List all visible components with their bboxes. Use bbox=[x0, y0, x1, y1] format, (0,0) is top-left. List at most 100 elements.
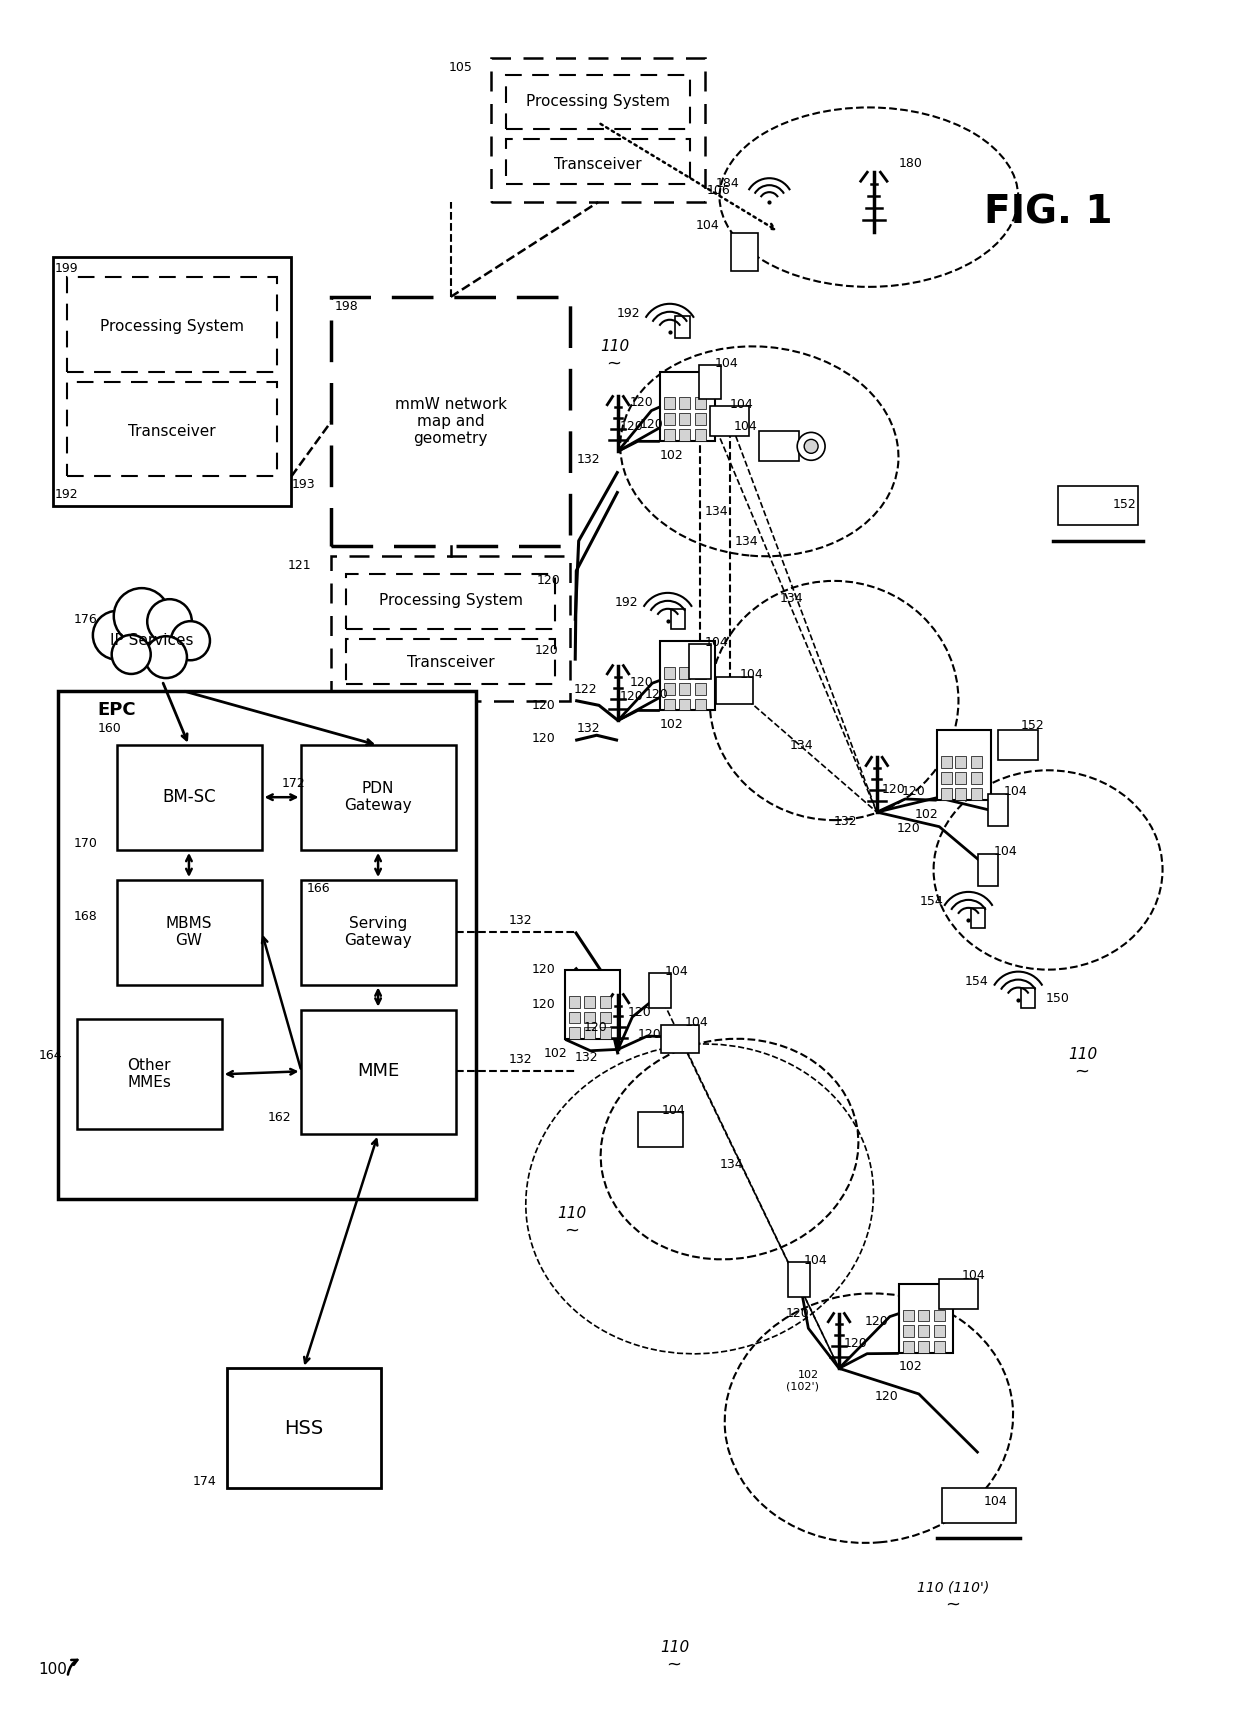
Bar bbox=[715, 676, 754, 704]
Bar bbox=[671, 610, 684, 628]
Circle shape bbox=[805, 440, 818, 453]
Bar bbox=[663, 414, 675, 426]
Text: 134: 134 bbox=[719, 1157, 743, 1171]
Text: ~: ~ bbox=[564, 1223, 579, 1240]
Text: 104: 104 bbox=[734, 421, 758, 433]
Bar bbox=[956, 788, 966, 800]
Circle shape bbox=[797, 433, 825, 460]
Text: 132: 132 bbox=[508, 1053, 532, 1066]
Text: 121: 121 bbox=[288, 560, 311, 572]
Text: ~: ~ bbox=[606, 355, 621, 373]
Text: 120: 120 bbox=[637, 1028, 662, 1042]
Text: 120: 120 bbox=[532, 731, 556, 745]
Text: mmW network
map and
geometry: mmW network map and geometry bbox=[394, 397, 507, 446]
Bar bbox=[584, 1027, 595, 1039]
Bar bbox=[918, 1326, 929, 1338]
Text: 100: 100 bbox=[38, 1662, 67, 1678]
Text: 104: 104 bbox=[961, 1269, 986, 1281]
Bar bbox=[52, 258, 291, 507]
Bar bbox=[663, 699, 675, 711]
Bar bbox=[998, 730, 1038, 761]
Bar bbox=[971, 908, 986, 927]
Text: 120: 120 bbox=[534, 644, 558, 658]
Text: 199: 199 bbox=[55, 263, 78, 275]
Bar bbox=[903, 1326, 914, 1338]
Bar bbox=[331, 297, 570, 546]
Bar bbox=[934, 1326, 945, 1338]
Text: 120: 120 bbox=[882, 783, 905, 797]
Bar bbox=[934, 1310, 945, 1322]
Text: 172: 172 bbox=[281, 778, 305, 790]
Bar bbox=[899, 1284, 954, 1353]
Bar bbox=[918, 1341, 929, 1353]
Bar bbox=[67, 276, 277, 371]
Bar bbox=[660, 371, 714, 441]
Text: 120: 120 bbox=[645, 687, 668, 701]
Bar bbox=[346, 573, 556, 628]
Bar bbox=[709, 407, 749, 436]
Bar bbox=[694, 429, 706, 441]
Bar bbox=[67, 381, 277, 476]
Text: 120: 120 bbox=[532, 963, 556, 977]
Bar bbox=[971, 755, 982, 767]
Bar bbox=[301, 745, 456, 850]
Text: 120: 120 bbox=[866, 1315, 889, 1329]
Text: Other
MMEs: Other MMEs bbox=[128, 1058, 171, 1090]
Text: 104: 104 bbox=[665, 965, 688, 977]
Bar bbox=[688, 644, 711, 678]
Bar bbox=[978, 853, 998, 886]
Text: 150: 150 bbox=[1047, 991, 1070, 1004]
Bar bbox=[918, 1310, 929, 1322]
Text: 120: 120 bbox=[532, 998, 556, 1011]
Text: 110: 110 bbox=[600, 340, 630, 354]
Text: 110 (110'): 110 (110') bbox=[918, 1581, 990, 1595]
Bar bbox=[759, 431, 800, 462]
Text: 104: 104 bbox=[739, 668, 763, 680]
Text: IP Services: IP Services bbox=[110, 634, 193, 649]
Circle shape bbox=[145, 637, 187, 678]
Bar bbox=[600, 1027, 611, 1039]
Text: 104: 104 bbox=[729, 398, 753, 412]
Text: 104: 104 bbox=[805, 1253, 828, 1267]
Text: 170: 170 bbox=[73, 836, 98, 850]
Bar bbox=[565, 970, 620, 1039]
Text: ~: ~ bbox=[1074, 1063, 1090, 1080]
Text: 166: 166 bbox=[306, 883, 330, 895]
Text: 132: 132 bbox=[574, 1051, 598, 1065]
Text: 193: 193 bbox=[291, 479, 315, 491]
Text: 120: 120 bbox=[785, 1307, 810, 1320]
Bar bbox=[346, 639, 556, 683]
Bar bbox=[789, 1262, 810, 1296]
Text: 174: 174 bbox=[193, 1475, 217, 1489]
Bar bbox=[675, 316, 689, 338]
Text: 154: 154 bbox=[965, 975, 988, 987]
Text: 104: 104 bbox=[1003, 785, 1027, 798]
Text: FIG. 1: FIG. 1 bbox=[983, 192, 1112, 232]
Text: 120: 120 bbox=[897, 822, 920, 834]
Bar bbox=[1058, 486, 1137, 525]
Text: 134: 134 bbox=[704, 505, 728, 517]
Bar bbox=[698, 364, 720, 400]
Bar bbox=[694, 414, 706, 426]
Bar bbox=[663, 666, 675, 678]
Text: 110: 110 bbox=[660, 1640, 689, 1655]
Text: 104: 104 bbox=[704, 635, 728, 649]
Text: 102: 102 bbox=[660, 718, 683, 731]
Text: 120: 120 bbox=[630, 397, 653, 409]
Bar bbox=[939, 1279, 978, 1308]
Bar bbox=[637, 1113, 683, 1147]
Text: 102: 102 bbox=[660, 450, 683, 462]
Bar bbox=[331, 556, 570, 701]
Bar bbox=[663, 429, 675, 441]
Text: 122: 122 bbox=[573, 683, 596, 695]
Bar bbox=[569, 996, 580, 1008]
Bar bbox=[491, 58, 704, 203]
Text: 180: 180 bbox=[899, 158, 923, 170]
Text: 104: 104 bbox=[993, 845, 1017, 858]
Text: 132: 132 bbox=[577, 453, 600, 467]
Bar bbox=[506, 139, 689, 184]
Bar bbox=[941, 755, 951, 767]
Bar bbox=[649, 972, 671, 1008]
Text: 132: 132 bbox=[577, 723, 600, 735]
Bar bbox=[694, 683, 706, 695]
